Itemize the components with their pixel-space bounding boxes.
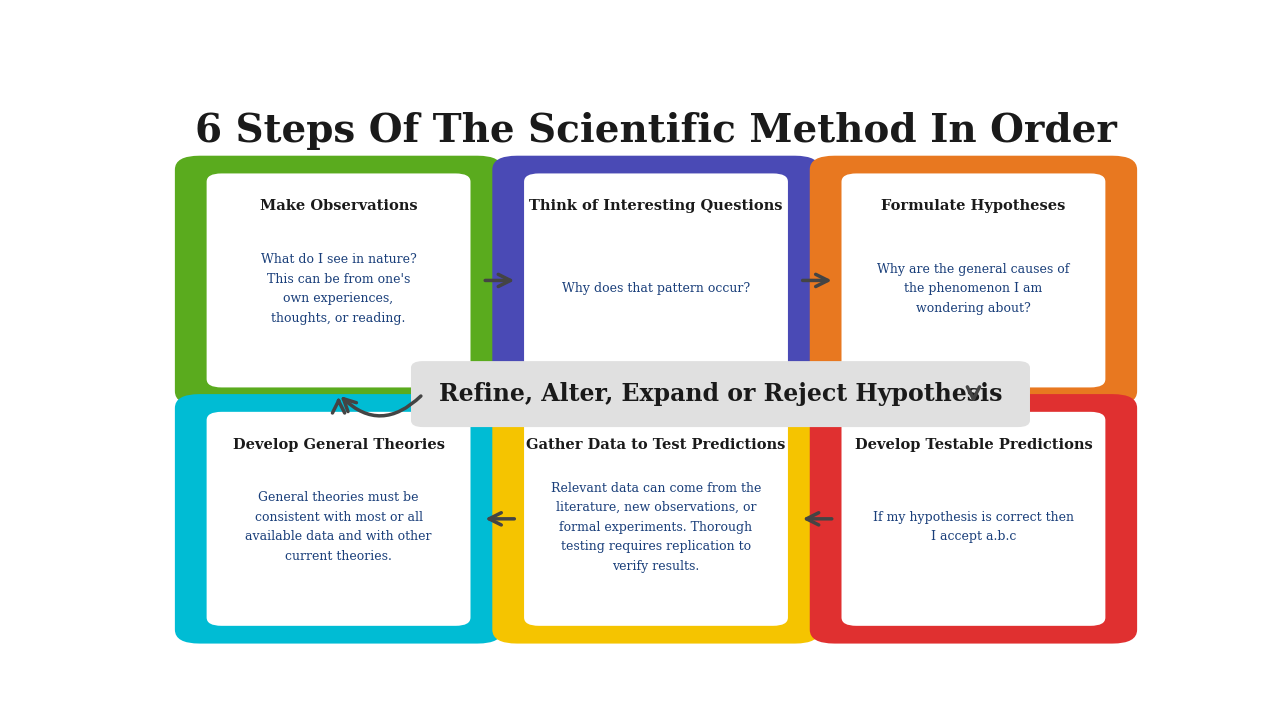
Text: Relevant data can come from the
literature, new observations, or
formal experime: Relevant data can come from the literatu… [550, 482, 762, 572]
FancyBboxPatch shape [411, 361, 1030, 427]
FancyBboxPatch shape [206, 174, 471, 387]
FancyBboxPatch shape [206, 412, 471, 626]
Text: What do I see in nature?
This can be from one's
own experiences,
thoughts, or re: What do I see in nature? This can be fro… [261, 253, 416, 325]
Text: General theories must be
consistent with most or all
available data and with oth: General theories must be consistent with… [246, 491, 431, 563]
Text: Why are the general causes of
the phenomenon I am
wondering about?: Why are the general causes of the phenom… [877, 263, 1070, 315]
Text: Refine, Alter, Expand or Reject Hypothesis: Refine, Alter, Expand or Reject Hypothes… [439, 382, 1002, 406]
Text: Think of Interesting Questions: Think of Interesting Questions [529, 199, 783, 214]
FancyBboxPatch shape [493, 394, 819, 644]
FancyBboxPatch shape [175, 156, 502, 405]
Text: Formulate Hypotheses: Formulate Hypotheses [881, 199, 1066, 214]
Text: Develop General Theories: Develop General Theories [233, 438, 444, 452]
FancyBboxPatch shape [524, 412, 788, 626]
FancyBboxPatch shape [493, 156, 819, 405]
Text: Develop Testable Predictions: Develop Testable Predictions [855, 438, 1092, 452]
FancyBboxPatch shape [810, 156, 1137, 405]
Text: If my hypothesis is correct then
I accept a.b.c: If my hypothesis is correct then I accep… [873, 511, 1074, 544]
Text: 6 Steps Of The Scientific Method In Order: 6 Steps Of The Scientific Method In Orde… [195, 112, 1117, 150]
Text: Make Observations: Make Observations [260, 199, 417, 214]
FancyBboxPatch shape [841, 412, 1106, 626]
Text: Why does that pattern occur?: Why does that pattern occur? [562, 282, 750, 295]
FancyBboxPatch shape [175, 394, 502, 644]
FancyBboxPatch shape [841, 174, 1106, 387]
FancyBboxPatch shape [810, 394, 1137, 644]
FancyBboxPatch shape [524, 174, 788, 387]
Text: Gather Data to Test Predictions: Gather Data to Test Predictions [526, 438, 786, 452]
